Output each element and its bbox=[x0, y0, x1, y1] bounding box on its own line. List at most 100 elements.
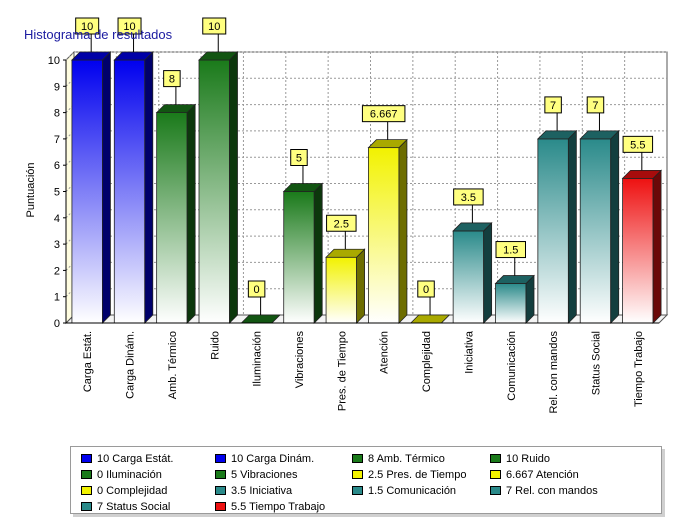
data-label-box bbox=[117, 17, 142, 35]
data-label-box bbox=[622, 135, 654, 153]
bar bbox=[536, 129, 578, 324]
data-label: 0 bbox=[423, 284, 429, 296]
bar bbox=[452, 221, 493, 324]
data-label: 2.5 bbox=[334, 218, 349, 230]
legend-label: 10 Carga Dinám. bbox=[231, 452, 315, 465]
x-tick-label: Rel. con mandos bbox=[548, 331, 560, 414]
legend-label: 8 Amb. Térmico bbox=[368, 452, 445, 465]
x-tick-label: Ruido bbox=[209, 331, 221, 360]
y-tick-label: 4 bbox=[54, 213, 60, 225]
bar bbox=[579, 129, 620, 324]
bar bbox=[70, 51, 112, 324]
legend-entry: 0 Complejidad bbox=[81, 483, 215, 498]
x-tick-label: Vibraciones bbox=[294, 331, 306, 389]
bar-top bbox=[452, 222, 493, 232]
bar bbox=[198, 51, 239, 324]
bar-side bbox=[356, 248, 365, 324]
x-tick-label: Tiempo Trabajo bbox=[633, 331, 645, 407]
legend-label: 5 Vibraciones bbox=[231, 468, 298, 481]
bar-front bbox=[113, 59, 146, 324]
data-label-box bbox=[495, 241, 526, 259]
x-tick-label: Comunicación bbox=[506, 331, 518, 401]
legend-label: 10 Ruido bbox=[506, 452, 551, 465]
legend-entry: 10 Carga Dinám. bbox=[215, 451, 352, 466]
y-tick-label: 8 bbox=[54, 108, 60, 120]
x-tick-label: Carga Dinám. bbox=[125, 331, 137, 399]
data-label-box bbox=[202, 17, 227, 35]
bar-side bbox=[229, 51, 238, 324]
legend-entry: 5.5 Tiempo Trabajo bbox=[215, 499, 352, 514]
bar-front bbox=[283, 191, 315, 324]
bar-side bbox=[102, 51, 111, 324]
bar-top bbox=[325, 248, 366, 258]
bar bbox=[367, 138, 408, 324]
data-label-box bbox=[417, 280, 435, 298]
legend-swatch bbox=[490, 454, 501, 463]
y-tick-label: 1 bbox=[54, 292, 60, 304]
bar-side bbox=[652, 169, 662, 324]
bar-top bbox=[621, 169, 663, 179]
bar-front bbox=[579, 138, 612, 324]
data-label: 7 bbox=[592, 100, 598, 112]
legend-swatch bbox=[490, 470, 501, 479]
legend-label: 0 Iluminación bbox=[97, 468, 162, 481]
x-tick-label: Carga Estát. bbox=[82, 331, 94, 392]
legend-entry: 6.667 Atención bbox=[490, 467, 630, 482]
bar-top bbox=[494, 275, 535, 284]
x-tick-label: Complejidad bbox=[421, 331, 433, 392]
bar-front bbox=[452, 230, 485, 324]
x-tick-label: Iniciativa bbox=[463, 330, 475, 374]
legend-entry: 1.5 Comunicación bbox=[352, 483, 490, 498]
bar-side bbox=[313, 182, 323, 324]
legend-label: 6.667 Atención bbox=[506, 468, 579, 481]
bar-top bbox=[198, 51, 239, 61]
y-tick-label: 3 bbox=[54, 239, 60, 251]
data-label-box bbox=[544, 96, 562, 114]
bar-top bbox=[367, 139, 408, 149]
bar-front bbox=[622, 177, 654, 324]
bar-top bbox=[70, 51, 112, 61]
legend-swatch bbox=[215, 486, 226, 495]
legend-swatch bbox=[352, 454, 363, 463]
data-label: 5.5 bbox=[630, 139, 645, 151]
legend: 10 Carga Estát. 10 Carga Dinám. 8 Amb. Tér… bbox=[70, 446, 662, 514]
data-label: 10 bbox=[208, 21, 220, 33]
gridline-side bbox=[65, 51, 75, 61]
y-tick-label: 2 bbox=[54, 265, 60, 277]
y-tick-label: 0 bbox=[54, 318, 60, 330]
x-tick-label: Atención bbox=[379, 331, 391, 374]
bar-top bbox=[282, 183, 324, 192]
bar bbox=[325, 248, 366, 324]
plot-floor bbox=[64, 314, 669, 324]
bar-top bbox=[579, 130, 620, 140]
data-label-box bbox=[586, 96, 605, 114]
bar bbox=[113, 51, 154, 324]
data-label: 8 bbox=[169, 74, 175, 86]
y-tick-label: 10 bbox=[48, 55, 60, 67]
legend-entry: 7 Rel. con mandos bbox=[490, 483, 630, 498]
data-label: 10 bbox=[81, 21, 93, 33]
bar bbox=[155, 103, 197, 324]
y-tick-label: 5 bbox=[54, 187, 60, 199]
legend-label: 10 Carga Estát. bbox=[97, 452, 174, 465]
data-label: 3.5 bbox=[461, 192, 476, 204]
x-tick-label: Status Social bbox=[590, 331, 602, 395]
legend-label: 3.5 Iniciativa bbox=[231, 484, 293, 497]
legend-swatch bbox=[81, 486, 92, 495]
y-tick-label: 6 bbox=[54, 160, 60, 172]
data-label: 0 bbox=[254, 284, 260, 296]
bar-front bbox=[368, 147, 400, 324]
y-axis-label: Puntuación bbox=[25, 162, 37, 217]
y-tick-label: 9 bbox=[54, 81, 60, 93]
data-label: 6.667 bbox=[370, 109, 398, 121]
legend-swatch bbox=[81, 470, 92, 479]
data-label: 1.5 bbox=[503, 245, 518, 257]
legend-swatch bbox=[81, 502, 92, 511]
bar bbox=[282, 182, 324, 324]
legend-swatch bbox=[490, 486, 501, 495]
legend-swatch bbox=[352, 470, 363, 479]
legend-swatch bbox=[215, 502, 226, 511]
bar-top bbox=[536, 130, 578, 140]
